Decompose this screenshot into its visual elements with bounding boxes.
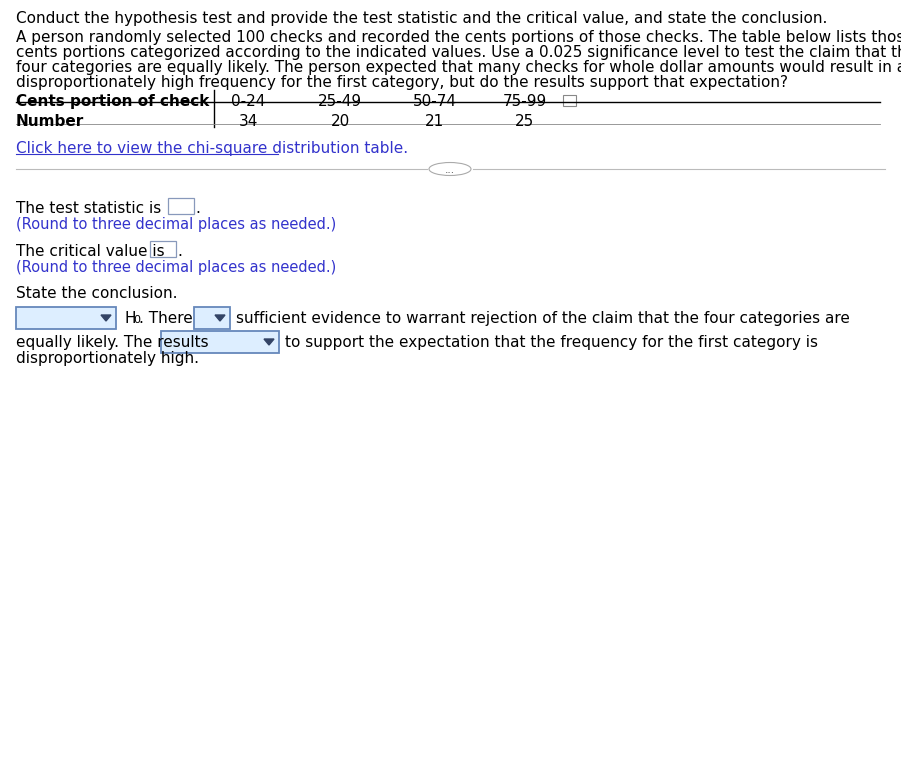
Text: H: H bbox=[124, 311, 135, 326]
Text: A person randomly selected 100 checks and recorded the cents portions of those c: A person randomly selected 100 checks an… bbox=[16, 30, 901, 45]
Text: Cents portion of check: Cents portion of check bbox=[16, 94, 209, 109]
Text: 75-99: 75-99 bbox=[503, 94, 547, 109]
Text: .: . bbox=[177, 244, 182, 259]
Text: The critical value is: The critical value is bbox=[16, 244, 165, 259]
Text: 25-49: 25-49 bbox=[318, 94, 362, 109]
Polygon shape bbox=[215, 315, 225, 321]
Text: ...: ... bbox=[445, 165, 455, 175]
Text: equally likely. The results: equally likely. The results bbox=[16, 335, 209, 350]
Text: Number: Number bbox=[16, 114, 85, 129]
Text: (Round to three decimal places as needed.): (Round to three decimal places as needed… bbox=[16, 217, 336, 232]
Text: .: . bbox=[195, 201, 200, 216]
Text: (Round to three decimal places as needed.): (Round to three decimal places as needed… bbox=[16, 260, 336, 275]
Text: 21: 21 bbox=[425, 114, 444, 129]
Text: . There: . There bbox=[139, 311, 193, 326]
Text: The test statistic is: The test statistic is bbox=[16, 201, 161, 216]
Text: 25: 25 bbox=[515, 114, 534, 129]
Text: disproportionately high.: disproportionately high. bbox=[16, 351, 199, 366]
Text: Conduct the hypothesis test and provide the test statistic and the critical valu: Conduct the hypothesis test and provide … bbox=[16, 11, 827, 26]
Text: State the conclusion.: State the conclusion. bbox=[16, 286, 177, 301]
Text: cents portions categorized according to the indicated values. Use a 0.025 signif: cents portions categorized according to … bbox=[16, 45, 901, 60]
Ellipse shape bbox=[429, 162, 471, 175]
Text: 50-74: 50-74 bbox=[413, 94, 457, 109]
Text: to support the expectation that the frequency for the first category is: to support the expectation that the freq… bbox=[285, 335, 818, 350]
Text: 34: 34 bbox=[238, 114, 258, 129]
Text: Click here to view the chi-square distribution table.: Click here to view the chi-square distri… bbox=[16, 141, 408, 156]
Bar bbox=[16, 307, 116, 329]
Polygon shape bbox=[264, 339, 274, 345]
Text: 20: 20 bbox=[331, 114, 350, 129]
Text: disproportionately high frequency for the first category, but do the results sup: disproportionately high frequency for th… bbox=[16, 75, 788, 90]
Text: sufficient evidence to warrant rejection of the claim that the four categories a: sufficient evidence to warrant rejection… bbox=[236, 311, 850, 326]
Bar bbox=[194, 307, 230, 329]
Bar bbox=[161, 331, 279, 353]
Text: 0-24: 0-24 bbox=[231, 94, 265, 109]
Bar bbox=[150, 241, 176, 257]
Bar bbox=[563, 95, 576, 106]
Text: 0: 0 bbox=[133, 315, 140, 325]
Bar bbox=[168, 198, 194, 214]
Polygon shape bbox=[101, 315, 111, 321]
Text: four categories are equally likely. The person expected that many checks for who: four categories are equally likely. The … bbox=[16, 60, 901, 75]
